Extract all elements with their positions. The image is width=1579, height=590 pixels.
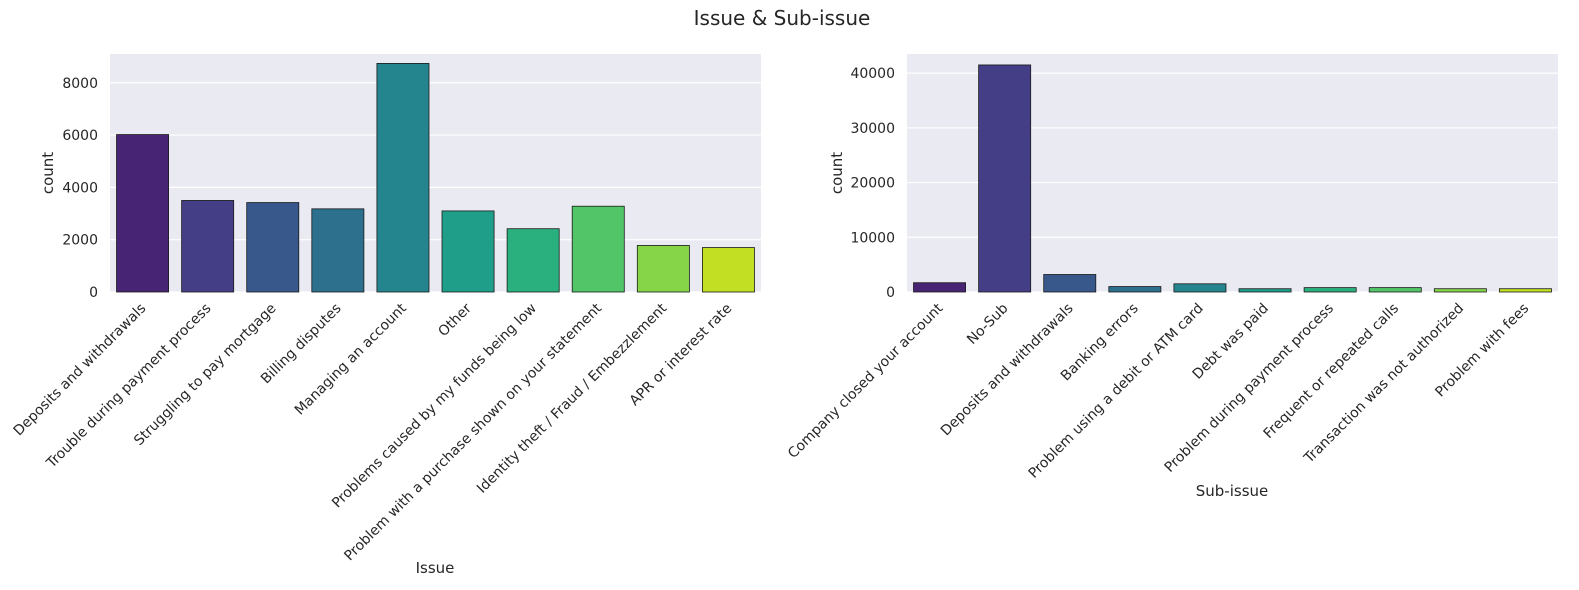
issue-bar xyxy=(376,63,430,293)
issue-bar xyxy=(441,210,495,293)
sub-issue-bar xyxy=(1173,283,1227,293)
sub-issue-x-tick-label: Frequent or repeated calls xyxy=(1261,301,1402,442)
sub-issue-x-tick-label: No-Sub xyxy=(964,300,1011,347)
sub-issue-y-ticks: 0 10000 20000 30000 40000 xyxy=(850,66,895,301)
sub-issue-bar xyxy=(1043,274,1097,293)
issue-bar xyxy=(311,208,365,293)
sub-issue-bar xyxy=(978,64,1032,293)
issue-x-tick-label: Managing an account xyxy=(292,300,410,418)
sub-issue-y-tick-label: 10000 xyxy=(850,230,895,246)
issue-bar xyxy=(246,202,300,293)
figure-title: Issue & Sub-issue xyxy=(694,6,871,30)
sub-issue-bar xyxy=(1433,288,1487,293)
sub-issue-y-tick-label: 40000 xyxy=(850,66,895,82)
issue-bar xyxy=(116,134,169,293)
issue-y-tick-label: 4000 xyxy=(62,180,98,196)
sub-issue-bar xyxy=(1368,287,1422,293)
issue-x-tick-label: Struggling to pay mortgage xyxy=(131,301,279,449)
sub-issue-y-axis-label: count xyxy=(828,152,846,194)
issue-bar xyxy=(181,200,235,293)
sub-issue-bar xyxy=(1108,286,1162,293)
sub-issue-x-ticks: Company closed your account No-SubDeposit… xyxy=(785,300,1532,482)
issue-bars xyxy=(116,63,755,293)
issue-y-ticks: 0 2000 4000 6000 8000 xyxy=(62,76,98,301)
sub-issue-x-tick-label: Deposits and withdrawals xyxy=(938,301,1077,440)
issue-bar xyxy=(702,247,755,293)
sub-issue-bar xyxy=(1238,288,1292,293)
issue-y-tick-label: 2000 xyxy=(62,233,98,249)
sub-issue-y-tick-label: 30000 xyxy=(850,121,895,137)
sub-issue-y-tick-label: 20000 xyxy=(850,176,895,192)
issue-y-axis-label: count xyxy=(39,152,57,194)
sub-issue-x-axis-label: Sub-issue xyxy=(1196,482,1269,500)
issue-bar xyxy=(571,205,625,293)
issue-x-tick-label: Deposits and withdrawals xyxy=(11,301,150,440)
issue-y-tick-label: 6000 xyxy=(62,128,98,144)
sub-issue-y-tick-label: 0 xyxy=(886,285,895,301)
sub-issue-bar xyxy=(1303,287,1357,293)
issue-bar xyxy=(636,245,690,293)
issue-y-tick-label: 0 xyxy=(89,285,98,301)
issue-y-tick-label: 8000 xyxy=(62,76,98,92)
sub-issue-bar xyxy=(1499,288,1552,293)
issue-x-axis-label: Issue xyxy=(416,559,455,577)
issue-bar xyxy=(506,228,560,293)
sub-issue-chart: 0 10000 20000 30000 40000 Company closed you… xyxy=(785,54,1558,500)
sub-issue-bars xyxy=(913,64,1552,293)
sub-issue-x-tick-label: Company closed your account xyxy=(785,300,947,462)
issue-chart: 0 2000 4000 6000 8000 Deposits and withdrawa… xyxy=(11,54,761,577)
sub-issue-bar xyxy=(913,282,966,293)
issue-x-tick-label: Other xyxy=(435,300,475,340)
